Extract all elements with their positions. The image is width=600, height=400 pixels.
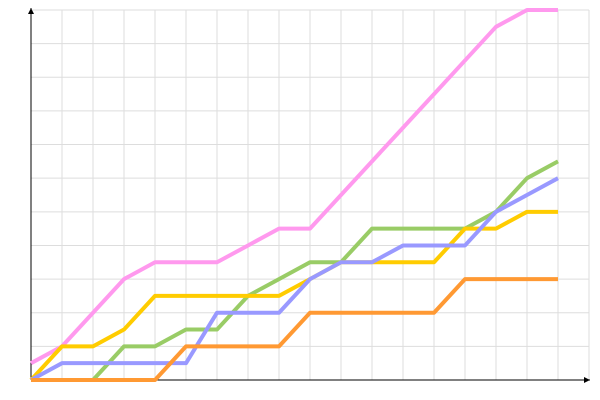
series-line	[31, 277, 558, 382]
y-axis-arrow	[28, 8, 34, 14]
series-line	[30, 176, 559, 382]
x-axis-arrow	[584, 377, 590, 383]
series-line	[29, 209, 558, 382]
series-line	[30, 8, 558, 365]
series-line	[31, 159, 559, 382]
